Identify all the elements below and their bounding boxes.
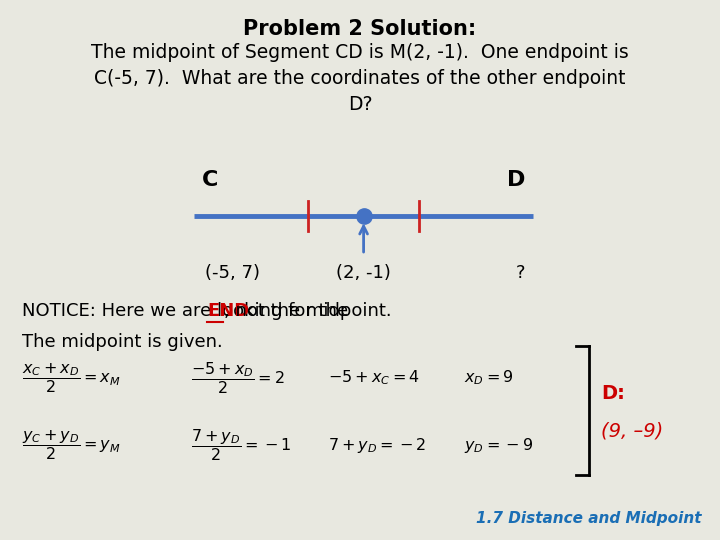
Text: The midpoint is given.: The midpoint is given. [22, 333, 222, 351]
Text: (2, -1): (2, -1) [336, 264, 391, 281]
Text: NOTICE: Here we are looking for the: NOTICE: Here we are looking for the [22, 302, 354, 320]
Text: $y_D = -9$: $y_D = -9$ [464, 436, 534, 455]
Text: Problem 2 Solution:: Problem 2 Solution: [243, 19, 477, 39]
Text: , not the midpoint.: , not the midpoint. [224, 302, 392, 320]
Text: D:: D: [601, 383, 625, 403]
Text: $\dfrac{x_C + x_D}{2} = x_M$: $\dfrac{x_C + x_D}{2} = x_M$ [22, 361, 120, 395]
Text: $-5 + x_C = 4$: $-5 + x_C = 4$ [328, 369, 419, 387]
Text: $7 + y_D = -2$: $7 + y_D = -2$ [328, 436, 426, 455]
Text: ?: ? [516, 264, 526, 281]
Text: (9, –9): (9, –9) [601, 421, 663, 441]
Text: $x_D = 9$: $x_D = 9$ [464, 369, 514, 387]
Text: $\dfrac{7 + y_D}{2} = -1$: $\dfrac{7 + y_D}{2} = -1$ [191, 428, 291, 463]
Text: $\dfrac{y_C + y_D}{2} = y_M$: $\dfrac{y_C + y_D}{2} = y_M$ [22, 429, 120, 462]
Text: $\dfrac{-5 + x_D}{2} = 2$: $\dfrac{-5 + x_D}{2} = 2$ [191, 360, 284, 396]
Text: The midpoint of Segment CD is M(2, -1).  One endpoint is
C(-5, 7).  What are the: The midpoint of Segment CD is M(2, -1). … [91, 43, 629, 114]
Text: D: D [507, 170, 526, 190]
Text: 1.7 Distance and Midpoint: 1.7 Distance and Midpoint [477, 511, 702, 526]
Text: END: END [207, 302, 249, 320]
Text: C: C [202, 170, 218, 190]
Text: (-5, 7): (-5, 7) [205, 264, 260, 281]
